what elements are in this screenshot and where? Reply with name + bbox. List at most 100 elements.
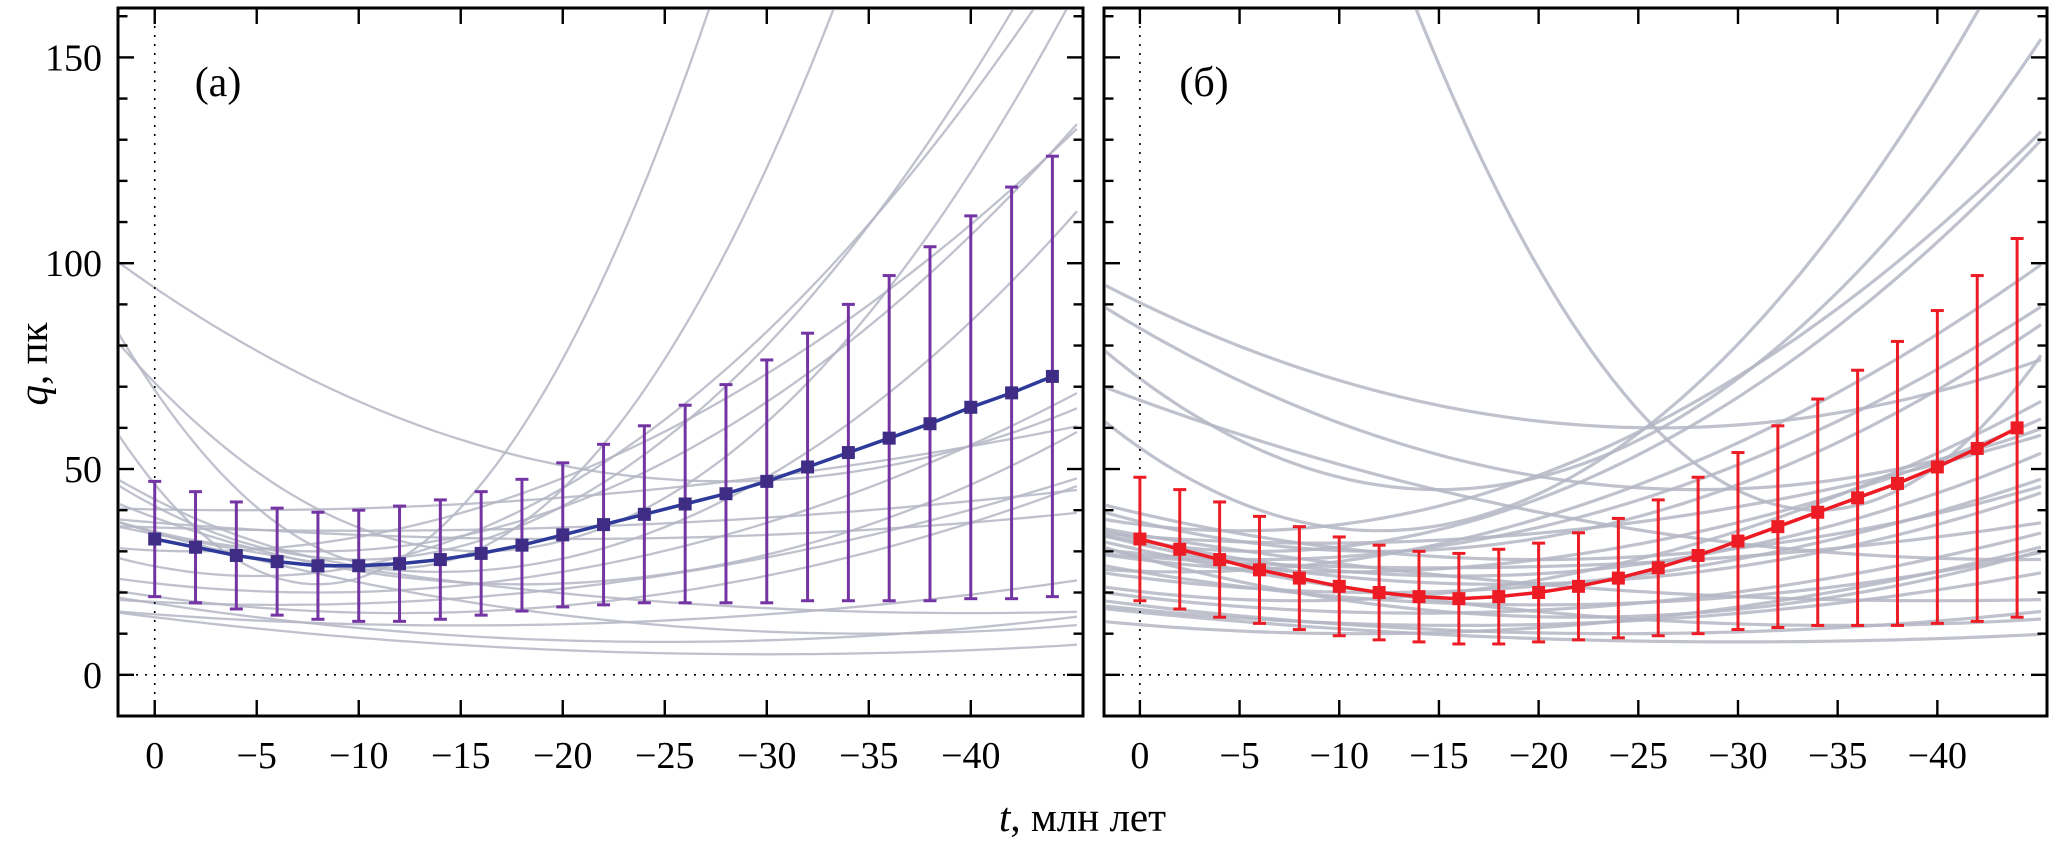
y-tick-label: 150: [45, 37, 102, 79]
x-tick-label: −15: [1409, 735, 1468, 777]
y-tick-labels: 0 50 100 150: [45, 37, 102, 696]
x-tick-label: −20: [533, 735, 592, 777]
star-track: [120, 210, 1078, 574]
background-tracks: [120, 10, 1078, 656]
x-tick-label: 0: [1130, 735, 1149, 777]
marker: [1970, 441, 1984, 455]
x-axis-label-units: , млн лет: [1010, 794, 1167, 840]
star-track: [120, 127, 1078, 553]
marker: [2010, 421, 2024, 435]
x-tick-label: −30: [737, 735, 796, 777]
marker: [1045, 369, 1059, 383]
marker: [1930, 460, 1944, 474]
x-tick-label: 0: [145, 735, 164, 777]
star-track: [1106, 283, 2042, 430]
marker: [678, 497, 692, 511]
marker: [1611, 571, 1625, 585]
marker: [270, 555, 284, 569]
x-tick-label: −35: [839, 735, 898, 777]
background-tracks: [1106, 10, 2043, 644]
marker: [637, 507, 651, 521]
marker: [474, 546, 488, 560]
x-tick-labels: 0 −5 −10 −15 −20 −25 −30 −35 −40: [1130, 735, 1967, 777]
star-track: [1106, 306, 2042, 492]
x-tick-label: −25: [635, 735, 694, 777]
star-track: [120, 10, 835, 569]
x-tick-label: −5: [237, 735, 277, 777]
marker: [515, 538, 529, 552]
marker: [1691, 548, 1705, 562]
x-tick-label: −10: [329, 735, 388, 777]
star-track: [120, 10, 711, 586]
x-tick-label: −40: [1908, 735, 1967, 777]
marker: [393, 557, 407, 571]
marker: [923, 417, 937, 431]
star-track: [120, 579, 1078, 627]
marker: [1253, 563, 1267, 577]
panel-frame: [1102, 6, 2049, 718]
panel-b: 0 −5 −10 −15 −20 −25 −30 −35 −40 (б): [1102, 6, 2049, 777]
panel-letter: (б): [1179, 60, 1228, 106]
y-axis-label-units: , пк: [10, 322, 56, 385]
y-tick-label: 0: [83, 655, 102, 697]
star-track: [1106, 10, 1981, 533]
x-tick-label: −10: [1310, 735, 1369, 777]
marker: [1532, 586, 1546, 600]
marker: [1412, 590, 1426, 604]
marker: [801, 460, 815, 474]
panel-a: 0 −5 −10 −15 −20 −25 −30 −35 −40 0 50 100 150 (а): [45, 6, 1085, 777]
marker: [148, 532, 162, 546]
y-tick-label: 100: [45, 243, 102, 285]
marker: [1133, 532, 1147, 546]
x-tick-label: −15: [431, 735, 490, 777]
star-track: [1106, 484, 2042, 562]
marker: [556, 528, 570, 542]
marker: [1173, 542, 1187, 556]
marker: [189, 540, 203, 554]
marker: [760, 474, 774, 488]
ticks: [1105, 9, 2046, 715]
marker: [719, 487, 733, 501]
marker: [1213, 553, 1227, 567]
marker: [1292, 571, 1306, 585]
marker: [1851, 491, 1865, 505]
x-tick-label: −40: [941, 735, 1000, 777]
y-tick-label: 50: [64, 449, 102, 491]
x-axis-label-symbol: t: [998, 794, 1011, 840]
marker: [229, 548, 243, 562]
star-track: [1106, 38, 2043, 492]
x-tick-labels: 0 −5 −10 −15 −20 −25 −30 −35 −40: [145, 735, 1000, 777]
marker: [1372, 586, 1386, 600]
figure-canvas: 0 −5 −10 −15 −20 −25 −30 −35 −40 0 50 100 150 (а) 0 −5 −…: [45, 6, 2049, 777]
star-track: [1106, 263, 2042, 574]
marker: [1005, 386, 1019, 400]
marker: [1731, 534, 1745, 548]
marker: [841, 446, 855, 460]
marker: [597, 518, 611, 532]
x-tick-label: −30: [1708, 735, 1767, 777]
marker: [882, 431, 896, 445]
star-track: [120, 477, 1078, 607]
x-tick-label: −5: [1219, 735, 1259, 777]
star-track: [1414, 10, 2043, 512]
marker: [1651, 561, 1665, 575]
panel-frame: [116, 6, 1085, 718]
markers: [1133, 421, 2024, 606]
marker: [1890, 476, 1904, 490]
ticks: [119, 9, 1082, 715]
x-tick-label: −20: [1509, 735, 1568, 777]
star-track: [1106, 385, 2041, 562]
marker: [433, 553, 447, 567]
marker: [1571, 579, 1585, 593]
marker: [1452, 592, 1466, 606]
marker: [1811, 505, 1825, 519]
y-axis-label: q, пк: [9, 299, 57, 429]
x-axis-label: t, млн лет: [118, 793, 2047, 841]
y-axis-label-symbol: q: [10, 384, 56, 406]
star-track: [120, 10, 1068, 553]
x-tick-label: −35: [1808, 735, 1867, 777]
markers: [148, 369, 1059, 573]
marker: [1332, 579, 1346, 593]
star-track: [120, 262, 1078, 483]
